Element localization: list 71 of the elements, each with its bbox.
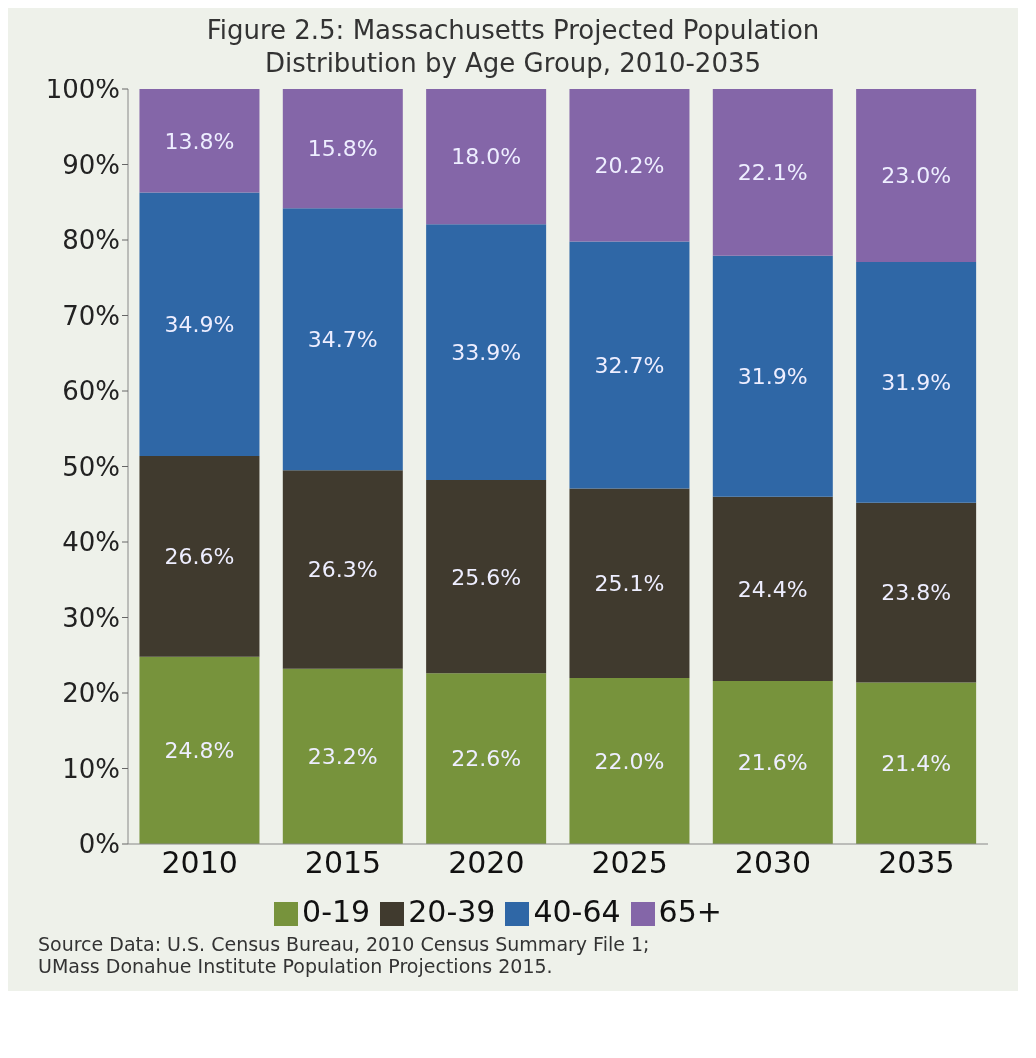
legend-label: 65+: [658, 894, 722, 929]
bar: [139, 455, 260, 657]
bar: [282, 208, 403, 471]
data-label: 24.4%: [737, 576, 808, 602]
bar: [139, 656, 260, 844]
bar: [426, 480, 547, 674]
data-label: 21.6%: [737, 750, 808, 776]
data-label: 13.8%: [164, 128, 235, 154]
y-tick-label: 80%: [62, 225, 120, 256]
bar: [712, 496, 833, 681]
bar: [282, 470, 403, 669]
bar: [282, 89, 403, 209]
bar: [569, 488, 690, 678]
bar: [139, 89, 260, 193]
data-label: 22.0%: [594, 748, 665, 774]
data-label: 26.6%: [164, 544, 235, 570]
data-label: 23.2%: [307, 744, 378, 770]
data-label: 24.8%: [164, 738, 235, 764]
legend-label: 0-19: [302, 894, 371, 929]
data-label: 32.7%: [594, 352, 665, 378]
bar: [282, 668, 403, 844]
bar: [712, 680, 833, 844]
data-label: 34.9%: [164, 311, 235, 337]
data-label: 34.7%: [307, 327, 378, 353]
bar: [139, 192, 260, 456]
y-tick-label: 20%: [62, 678, 120, 709]
y-tick-label: 90%: [62, 149, 120, 180]
bar: [426, 224, 547, 481]
y-tick-label: 70%: [62, 300, 120, 331]
x-tick-label: 2020: [448, 845, 525, 881]
data-label: 31.9%: [881, 370, 952, 396]
bar: [856, 89, 977, 262]
source-note: Source Data: U.S. Census Bureau, 2010 Census Summary File 1; UMass Donahue Institute Population Projections 2015.: [37, 932, 651, 979]
legend-label: 40-64: [533, 894, 621, 929]
bar: [856, 502, 977, 683]
data-label: 31.9%: [737, 364, 808, 390]
data-label: 20.2%: [594, 153, 665, 179]
bar: [856, 261, 977, 503]
data-label: 23.0%: [881, 163, 952, 189]
x-tick-label: 2015: [304, 845, 382, 881]
data-label: 22.6%: [451, 746, 522, 772]
data-label: 25.1%: [594, 570, 665, 596]
x-tick-label: 2030: [734, 845, 812, 881]
y-tick-label: 10%: [62, 753, 120, 784]
legend-label: 20-39: [408, 894, 496, 929]
bar: [712, 255, 833, 497]
bar: [426, 673, 547, 844]
y-tick-label: 40%: [62, 527, 120, 558]
bar: [569, 677, 690, 844]
y-tick-label: 30%: [62, 602, 120, 633]
chart-title: Figure 2.5: Massachusetts Projected Population Distribution by Age Group, 2010-2035: [205, 14, 821, 79]
bar: [426, 89, 547, 225]
y-tick-label: 0%: [78, 829, 120, 860]
data-label: 26.3%: [307, 557, 378, 583]
data-label: 15.8%: [307, 136, 378, 162]
y-tick-label: 50%: [62, 451, 120, 482]
data-label: 33.9%: [451, 339, 522, 365]
x-tick-label: 2010: [161, 845, 238, 881]
data-label: 25.6%: [451, 564, 522, 590]
y-tick-label: 60%: [62, 376, 120, 407]
x-tick-label: 2025: [591, 845, 668, 881]
data-label: 18.0%: [451, 144, 522, 170]
bar: [569, 89, 690, 242]
bar: [569, 241, 690, 489]
data-label: 22.1%: [737, 160, 808, 186]
x-tick-label: 2035: [878, 845, 955, 881]
data-label: 23.8%: [881, 580, 952, 606]
bar: [712, 89, 833, 256]
y-tick-label: 100%: [45, 74, 120, 105]
data-label: 21.4%: [881, 751, 952, 777]
bar: [856, 682, 977, 844]
